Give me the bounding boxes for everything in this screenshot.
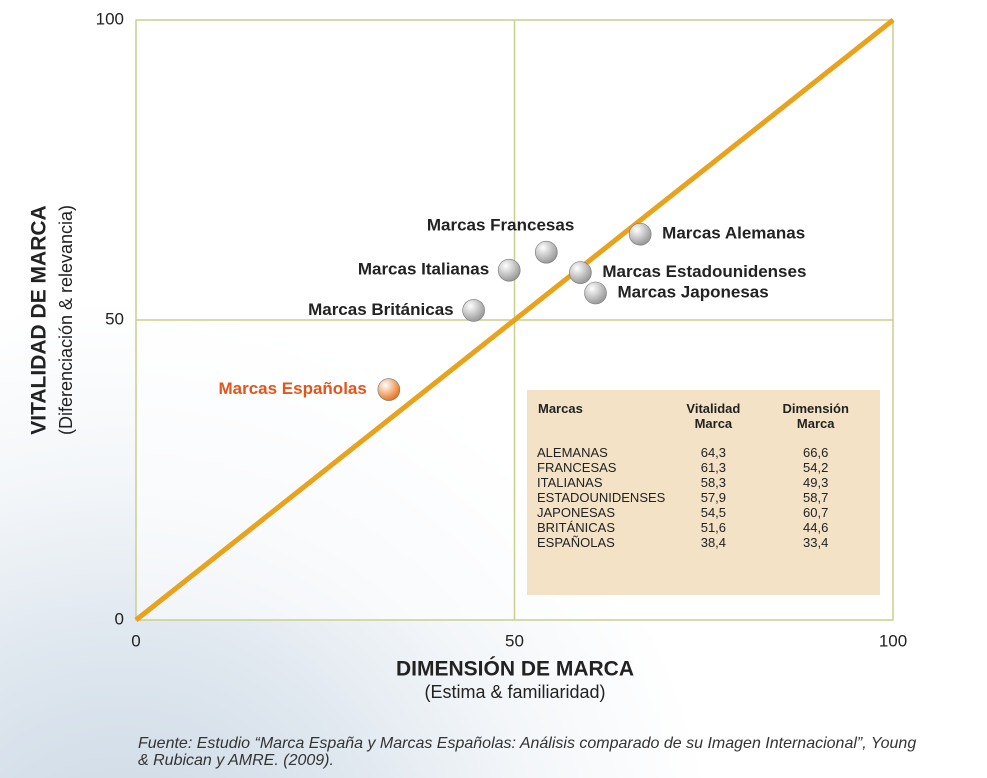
table-cell: 49,3 [803,475,829,490]
table-cell: 58,3 [700,475,727,490]
table-cell: 33,4 [803,535,829,550]
table-cell: ITALIANAS [537,475,603,490]
point [584,281,607,305]
table-cell: 54,2 [803,460,829,475]
table: Marcas Vitalidad Marca Dimensión Marca ALEM… [537,400,870,550]
table-cell: 38,4 [700,535,727,550]
table-cell: JAPONESAS [537,505,616,520]
table-cell: 57,9 [700,490,727,505]
table-row: ITALIANAS 58,3 49,3 [537,475,870,490]
point-label: Marcas Japonesas [617,282,768,301]
table-cell: 54,5 [700,505,727,520]
table-cell: ESTADOUNIDENSES [537,490,666,505]
x-tick-label: 0 [131,631,140,650]
y-tick-label: 100 [96,9,124,28]
column-header: Marcas [538,401,583,416]
table-cell: BRITÁNICAS [537,520,616,535]
table-cell: ALEMANAS [537,445,608,460]
point [628,222,652,246]
chart: DIMENSIÓN DE MARCA (Estima & familiarida… [28,9,908,702]
data-table: Marcas Vitalidad Marca Dimensión Marca ALEM… [527,390,880,595]
table-row: ALEMANAS 64,3 66,6 [537,445,870,460]
x-tick-label: 100 [879,631,907,650]
column-header: Vitalidad Marca [686,401,741,431]
point [569,261,592,284]
table-row: JAPONESAS 54,5 60,7 [537,505,870,520]
table-cell: FRANCESAS [537,460,617,475]
point-label: Marcas Alemanas [662,224,805,243]
y-axis-subtitle: (Diferenciación & relevancia) [56,205,76,435]
column-header: Dimensión Marca [782,401,849,431]
point-label: Marcas Españolas [218,379,366,398]
reference-line [134,18,895,622]
table-cell: 66,6 [803,445,829,460]
point-label: Marcas Italianas [358,260,489,279]
table-cell: 60,7 [803,505,829,520]
table-row: FRANCESAS 61,3 54,2 [537,460,870,475]
x-axis-title: DIMENSIÓN DE MARCA [396,657,634,681]
table-row: ESPAÑOLAS 38,4 33,4 [537,535,870,550]
x-tick-label: 50 [505,631,524,650]
y-tick-label: 50 [105,309,124,328]
table-cell: ESPAÑOLAS [537,535,615,550]
table-cell: 44,6 [803,520,829,535]
point [497,258,521,282]
point [377,378,401,401]
table-row: ESTADOUNIDENSES 57,9 58,7 [537,490,870,505]
point [462,299,485,322]
point-label: Marcas Estadounidenses [602,262,806,281]
point-label: Marcas Francesas [427,216,574,235]
table-cell: 64,3 [700,445,727,460]
x-axis-subtitle: (Estima & familiaridad) [424,682,605,702]
table-cell: 58,7 [803,490,829,505]
point-label: Marcas Británicas [308,300,454,319]
y-tick-label: 0 [115,609,124,628]
table-cell: 61,3 [700,460,727,475]
y-axis-title: VITALIDAD DE MARCA [28,205,51,434]
point [534,240,558,264]
table-row: BRITÁNICAS 51,6 44,6 [537,520,870,535]
source-note: Fuente: Estudio “Marca España y Marcas E… [138,735,917,769]
table-cell: 51,6 [700,520,727,535]
